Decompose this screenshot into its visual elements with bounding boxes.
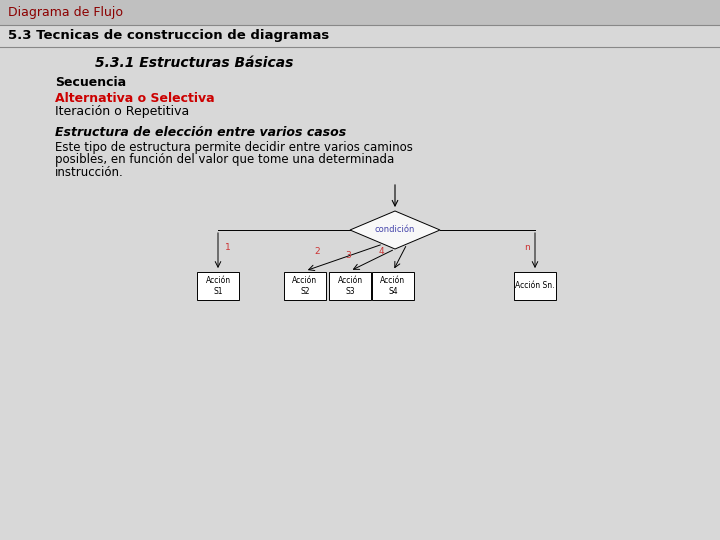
Text: Secuencia: Secuencia bbox=[55, 77, 126, 90]
Text: Diagrama de Flujo: Diagrama de Flujo bbox=[8, 6, 123, 19]
Text: n: n bbox=[524, 244, 530, 253]
Text: Acción
S3: Acción S3 bbox=[338, 276, 363, 296]
Bar bbox=[0, 0, 720, 25]
Bar bbox=[197, 272, 239, 300]
Text: Acción
S4: Acción S4 bbox=[380, 276, 405, 296]
Text: Acción
S1: Acción S1 bbox=[205, 276, 230, 296]
Text: Alternativa o Selectiva: Alternativa o Selectiva bbox=[55, 91, 215, 105]
Text: Acción Sn.: Acción Sn. bbox=[516, 281, 554, 291]
Text: 2: 2 bbox=[314, 247, 320, 256]
Text: posibles, en función del valor que tome una determinada: posibles, en función del valor que tome … bbox=[55, 153, 395, 166]
Text: Iteración o Repetitiva: Iteración o Repetitiva bbox=[55, 105, 189, 118]
Bar bbox=[284, 272, 326, 300]
Polygon shape bbox=[350, 211, 440, 249]
Bar bbox=[329, 272, 371, 300]
Text: 3: 3 bbox=[345, 252, 351, 260]
Bar bbox=[514, 272, 556, 300]
Text: Este tipo de estructura permite decidir entre varios caminos: Este tipo de estructura permite decidir … bbox=[55, 140, 413, 153]
Bar bbox=[372, 272, 414, 300]
Text: Acción
S2: Acción S2 bbox=[292, 276, 318, 296]
Text: instrucción.: instrucción. bbox=[55, 166, 124, 179]
Text: 1: 1 bbox=[225, 244, 231, 253]
Text: Estructura de elección entre varios casos: Estructura de elección entre varios caso… bbox=[55, 125, 346, 138]
Text: 5.3 Tecnicas de construccion de diagramas: 5.3 Tecnicas de construccion de diagrama… bbox=[8, 30, 329, 43]
Text: 5.3.1 Estructuras Básicas: 5.3.1 Estructuras Básicas bbox=[95, 56, 293, 70]
Text: condición: condición bbox=[375, 226, 415, 234]
Text: 4: 4 bbox=[378, 247, 384, 256]
